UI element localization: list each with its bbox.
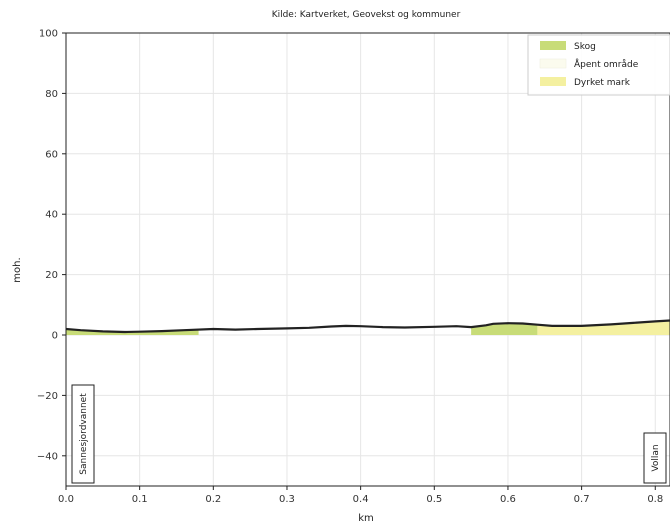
tick-labels: 0.0 0.1 0.2 0.3 0.4 0.5 0.6 0.7 0.8 100 80 60 40 20 0 −… (37, 29, 663, 506)
area-dyrket-mark (537, 320, 670, 335)
x-tick-label: 0.0 (58, 494, 74, 505)
y-tick-label: 40 (45, 210, 58, 221)
x-axis-label: km (358, 513, 374, 524)
y-tick-label: 20 (45, 270, 58, 281)
y-tick-label: 60 (45, 149, 58, 160)
y-tick-label: −40 (37, 451, 58, 462)
area-skog (471, 323, 538, 335)
x-tick-label: 0.4 (353, 494, 369, 505)
legend-swatch-skog (540, 41, 566, 50)
x-tick-label: 0.6 (500, 494, 516, 505)
y-tick-label: 0 (52, 331, 58, 342)
legend-label-skog: Skog (574, 42, 596, 52)
y-tick-label: 80 (45, 89, 58, 100)
end-endpoint-label: Vollan (651, 444, 661, 471)
x-tick-label: 0.8 (647, 494, 663, 505)
y-tick-label: 100 (39, 29, 58, 40)
x-tick-label: 0.2 (205, 494, 221, 505)
x-tick-label: 0.3 (279, 494, 295, 505)
grid (65, 32, 670, 486)
start-endpoint-label: Sannesjordvannet (79, 393, 89, 475)
start-endpoint-marker: Sannesjordvannet (71, 384, 95, 484)
chart-title: Kilde: Kartverket, Geovekst og kommuner (272, 10, 461, 20)
land-cover-areas (66, 320, 670, 335)
legend-swatch-dyrket-mark (540, 77, 566, 86)
legend-label-dyrket-mark: Dyrket mark (574, 78, 631, 88)
plot-frame (65, 32, 670, 487)
terrain-profile-line (65, 319, 670, 334)
legend-label-apent-omrade: Åpent område (574, 58, 639, 70)
end-endpoint-marker: Vollan (643, 432, 667, 484)
x-tick-label: 0.5 (426, 494, 442, 505)
y-axis-label: moh. (12, 257, 23, 282)
x-tick-label: 0.7 (574, 494, 590, 505)
legend-swatch-apent-omrade (539, 58, 567, 69)
x-tick-label: 0.1 (132, 494, 148, 505)
legend: Skog Åpent område Dyrket mark (527, 34, 670, 96)
y-tick-label: −20 (37, 391, 58, 402)
